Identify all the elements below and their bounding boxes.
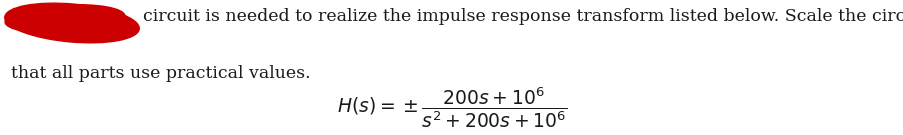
Text: $H(s) = \pm\dfrac{200s + 10^6}{s^2 + 200s + 10^6}$: $H(s) = \pm\dfrac{200s + 10^6}{s^2 + 200… [336,86,567,130]
Ellipse shape [5,3,139,43]
Ellipse shape [5,5,125,33]
Text: that all parts use practical values.: that all parts use practical values. [11,65,310,82]
Text: circuit is needed to realize the impulse response transform listed below. Scale : circuit is needed to realize the impulse… [143,8,903,25]
